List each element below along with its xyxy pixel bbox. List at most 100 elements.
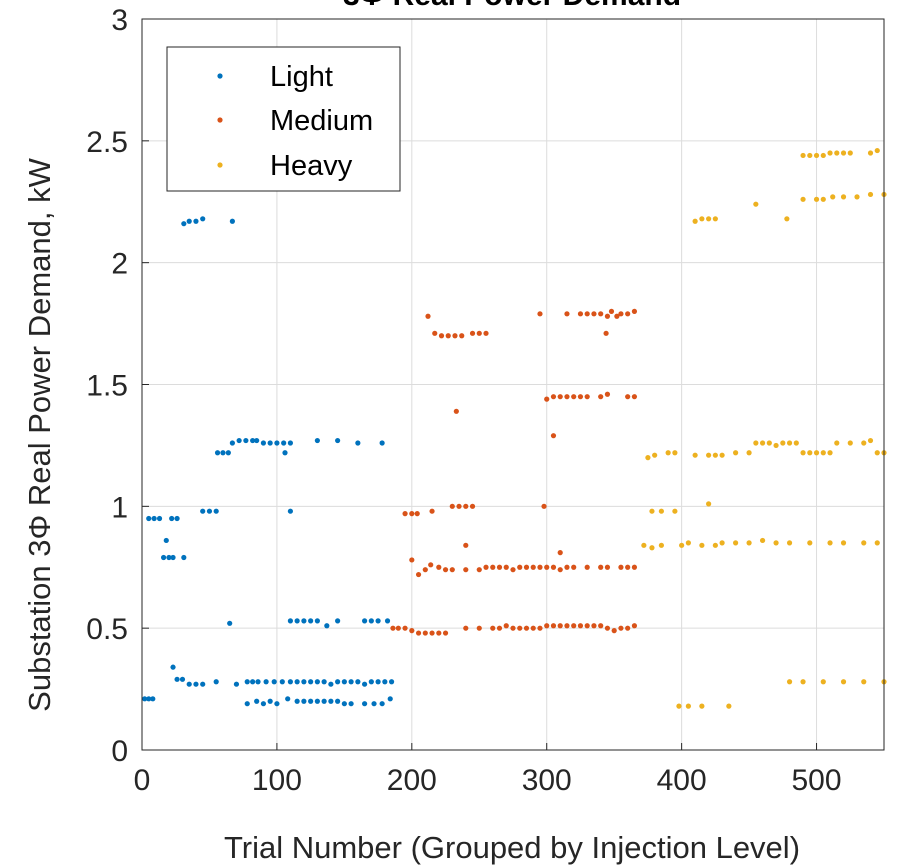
data-point: [379, 440, 385, 446]
data-point: [463, 542, 469, 548]
data-point: [375, 679, 381, 685]
y-tick-label: 3: [111, 4, 128, 37]
data-point: [255, 679, 261, 685]
data-point: [476, 567, 482, 573]
data-point: [759, 440, 766, 446]
data-point: [830, 194, 836, 200]
data-point: [169, 515, 175, 522]
data-point: [200, 508, 206, 514]
data-point: [220, 450, 226, 456]
data-point: [314, 618, 320, 624]
y-tick-label: 1.5: [86, 370, 128, 403]
data-point: [453, 408, 459, 414]
data-point: [541, 503, 547, 509]
data-point: [193, 218, 199, 224]
data-point: [368, 679, 374, 685]
data-point: [422, 567, 428, 573]
data-point: [665, 450, 671, 456]
data-point: [476, 330, 482, 336]
data-point: [753, 201, 759, 207]
x-tick-label: 300: [522, 764, 572, 797]
data-point: [213, 508, 219, 514]
data-point: [800, 196, 806, 202]
data-point: [146, 696, 152, 702]
data-point: [382, 679, 388, 685]
chart-title: 3Φ Real Power Demand: [343, 0, 681, 12]
y-tick-label: 0.5: [86, 613, 128, 646]
data-point: [452, 333, 458, 339]
data-point: [537, 311, 543, 317]
data-point: [267, 698, 273, 704]
data-point: [530, 625, 536, 631]
data-point: [263, 679, 269, 685]
data-point: [874, 147, 880, 154]
data-point: [214, 450, 221, 456]
data-point: [773, 442, 779, 449]
data-point: [550, 623, 557, 629]
data-point: [598, 623, 604, 629]
data-point: [282, 450, 288, 456]
data-point: [402, 511, 408, 517]
data-point: [445, 333, 451, 339]
legend: Light Medium Heavy: [166, 46, 401, 192]
data-point: [827, 450, 833, 456]
data-point: [390, 625, 396, 631]
data-point: [341, 679, 347, 685]
data-point: [840, 540, 847, 546]
data-point: [784, 216, 790, 222]
data-point: [867, 150, 874, 156]
data-point: [314, 437, 320, 444]
data-point: [523, 564, 530, 570]
data-point: [854, 194, 860, 200]
data-point: [577, 623, 584, 629]
data-point: [388, 679, 395, 685]
data-point: [200, 216, 206, 222]
data-point: [861, 679, 867, 685]
data-point: [181, 221, 187, 227]
data-point: [800, 450, 806, 456]
data-point: [611, 628, 617, 634]
data-point: [274, 701, 280, 707]
data-point: [834, 150, 840, 156]
data-point: [409, 628, 415, 634]
data-point: [213, 679, 219, 685]
data-point: [250, 437, 256, 444]
data-point: [436, 564, 442, 570]
data-point: [160, 554, 167, 561]
data-point: [544, 623, 550, 629]
data-point: [685, 703, 691, 709]
data-point: [807, 540, 813, 546]
data-point: [179, 676, 186, 682]
data-point: [163, 537, 169, 544]
data-point: [733, 450, 739, 456]
data-point: [456, 503, 462, 509]
data-point: [428, 562, 434, 568]
data-point: [584, 564, 590, 570]
data-point: [550, 433, 557, 439]
data-point: [510, 567, 516, 573]
data-point: [658, 542, 665, 548]
data-point: [557, 394, 563, 400]
data-point: [550, 394, 557, 400]
data-point: [726, 703, 732, 709]
data-point: [753, 440, 759, 446]
data-point: [166, 554, 172, 561]
data-point: [603, 330, 609, 336]
data-point: [840, 679, 847, 685]
data-point: [807, 450, 813, 456]
data-point: [847, 150, 853, 156]
data-point: [469, 503, 476, 509]
data-point: [827, 540, 833, 546]
data-point: [328, 698, 334, 704]
data-point: [229, 218, 235, 224]
data-point: [820, 679, 826, 685]
data-point: [328, 681, 334, 687]
data-point: [371, 701, 377, 707]
data-points: [142, 147, 887, 709]
data-point: [186, 681, 192, 687]
data-point: [571, 623, 577, 629]
data-point: [244, 701, 250, 707]
data-point: [813, 152, 820, 159]
data-point: [861, 540, 867, 546]
x-tick-label: 400: [657, 764, 707, 797]
